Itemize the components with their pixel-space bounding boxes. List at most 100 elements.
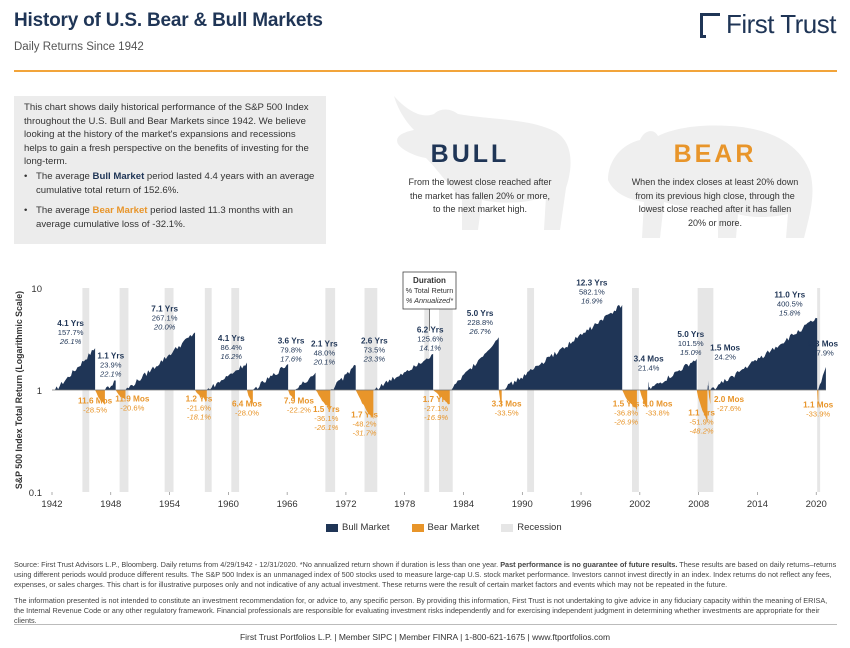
bull-definition: From the lowest close reached after the … (408, 177, 552, 214)
bear-market-area (315, 390, 331, 410)
bear-total-label: -33.5% (495, 408, 519, 417)
bull-market-area (501, 304, 623, 390)
bull-total-label: 48.0% (314, 349, 336, 358)
x-tick-label: 2002 (629, 499, 650, 510)
bear-duration-label: 11.6 Mos (78, 396, 113, 405)
bull-annualized-label: 20.1% (313, 358, 336, 367)
bull-market-area (125, 332, 196, 390)
bullet-bear-average: The average Bear Market period lasted 11… (24, 204, 320, 231)
chart-legend: Bull Market Bear Market Recession (326, 522, 562, 533)
bear-market-area (288, 390, 295, 402)
bull-duration-label: 11.0 Yrs (774, 291, 805, 300)
bull-duration-label: 3.6 Yrs (278, 336, 305, 345)
bull-duration-label: 12.3 Yrs (576, 278, 608, 287)
legend-item-recession: Recession (501, 522, 562, 533)
duration-key-annualized: % Annualized* (406, 296, 454, 305)
bull-total-label: 24.2% (714, 352, 736, 361)
bear-total-label: -28.5% (83, 405, 107, 414)
bear-duration-label: 1.1 Yrs (688, 409, 715, 418)
bull-total-label: 228.8% (467, 318, 493, 327)
bull-annualized-label: 26.1% (59, 337, 82, 346)
bull-total-label: 21.4% (638, 364, 660, 373)
bear-market-area (708, 390, 711, 405)
bear-total-label: -48.2% (353, 419, 377, 428)
x-tick-label: 1960 (218, 499, 239, 510)
y-tick-label: 1 (37, 386, 42, 397)
bear-duration-label: 3.3 Mos (492, 399, 522, 408)
bull-total-label: 86.4% (221, 343, 243, 352)
bull-annualized-label: 15.0% (680, 348, 702, 357)
y-axis-label: S&P 500 Index Total Return (Logarithmic … (14, 291, 24, 489)
x-tick-label: 1984 (453, 499, 474, 510)
bear-market-area (498, 390, 502, 409)
bull-annualized-label: 23.3% (363, 354, 386, 363)
bull-total-label: 73.5% (364, 345, 386, 354)
bear-market-area (433, 390, 450, 405)
bull-annualized-label: 16.9% (581, 296, 603, 305)
legend-item-bull: Bull Market (326, 522, 390, 533)
bull-market-area (294, 372, 316, 390)
bull-total-label: 582.1% (579, 287, 605, 296)
bear-duration-label: 11.9 Mos (115, 395, 150, 404)
bear-duration-label: 9.0 Mos (642, 399, 672, 408)
bear-total-label: -27.6% (717, 404, 741, 413)
bull-duration-label: 5.0 Yrs (677, 330, 704, 339)
bear-total-label: -51.9% (690, 418, 714, 427)
bear-total-label: -22.2% (287, 405, 311, 414)
bear-silhouette-icon (608, 125, 813, 238)
bear-total-label: -33.9% (806, 410, 830, 419)
bull-market-area (818, 367, 826, 390)
bull-market-keyword: Bull Market (92, 171, 145, 182)
bull-annualized-label: 17.6% (280, 354, 302, 363)
bull-duration-label: 5.0 Yrs (467, 309, 494, 318)
bear-duration-label: 6.4 Mos (232, 399, 262, 408)
bear-duration-label: 2.0 Mos (714, 395, 744, 404)
bull-total-label: 400.5% (777, 300, 803, 309)
bear-duration-label: 1.2 Yrs (186, 395, 213, 404)
brand-logo: First Trust (699, 8, 837, 40)
bull-duration-label: 6.2 Yrs (417, 326, 444, 335)
bull-annualized-label: 22.1% (99, 369, 122, 378)
duration-key-box (402, 271, 457, 310)
bull-market-area (54, 348, 96, 390)
bear-total-label: -21.6% (187, 404, 211, 413)
x-tick-label: 1972 (335, 499, 356, 510)
bear-annualized-label: -26.9% (614, 417, 638, 426)
bull-annualized-label: 20.0% (153, 322, 176, 331)
bull-market-area (647, 358, 697, 390)
bear-heading: BEAR (673, 140, 757, 168)
bear-duration-label: 1.1 Mos (803, 401, 833, 410)
x-tick-label: 1978 (394, 499, 415, 510)
bull-annualized-label: 14.1% (419, 344, 441, 353)
intro-text: This chart shows daily historical perfor… (24, 102, 309, 168)
page-subtitle: Daily Returns Since 1942 (14, 41, 144, 53)
x-tick-label: 1966 (277, 499, 298, 510)
bear-market-area (246, 390, 253, 405)
bear-annualized-label: -26.1% (314, 423, 338, 432)
bear-market-area (817, 390, 819, 409)
x-tick-label: 1996 (570, 499, 591, 510)
bull-market-area (206, 362, 247, 390)
bear-annualized-label: -16.9% (424, 413, 448, 422)
bullet-bull-average: The average Bull Market period lasted 4.… (24, 170, 320, 197)
bear-market-area (696, 390, 708, 423)
bull-duration-label: 1.1 Yrs (97, 351, 124, 360)
bull-duration-label: 9.3 Mos (808, 340, 838, 349)
legend-swatch-bear (411, 523, 424, 532)
bull-duration-label: 7.1 Yrs (151, 304, 178, 313)
bear-annualized-label: -18.1% (187, 413, 211, 422)
disclaimer-note: The information presented is not intende… (14, 596, 828, 625)
page-title: History of U.S. Bear & Bull Markets (14, 10, 323, 31)
bull-total-label: 267.1% (152, 313, 178, 322)
x-tick-label: 2008 (688, 499, 709, 510)
y-tick-label: 10 (31, 284, 42, 295)
legend-swatch-bull (326, 523, 338, 532)
bear-duration-label: 1.5 Yrs (613, 399, 640, 408)
bull-total-label: 125.6% (417, 335, 443, 344)
bear-market-keyword: Bear Market (92, 205, 148, 216)
x-tick-label: 2020 (806, 499, 827, 510)
x-tick-label: 1942 (41, 499, 62, 510)
